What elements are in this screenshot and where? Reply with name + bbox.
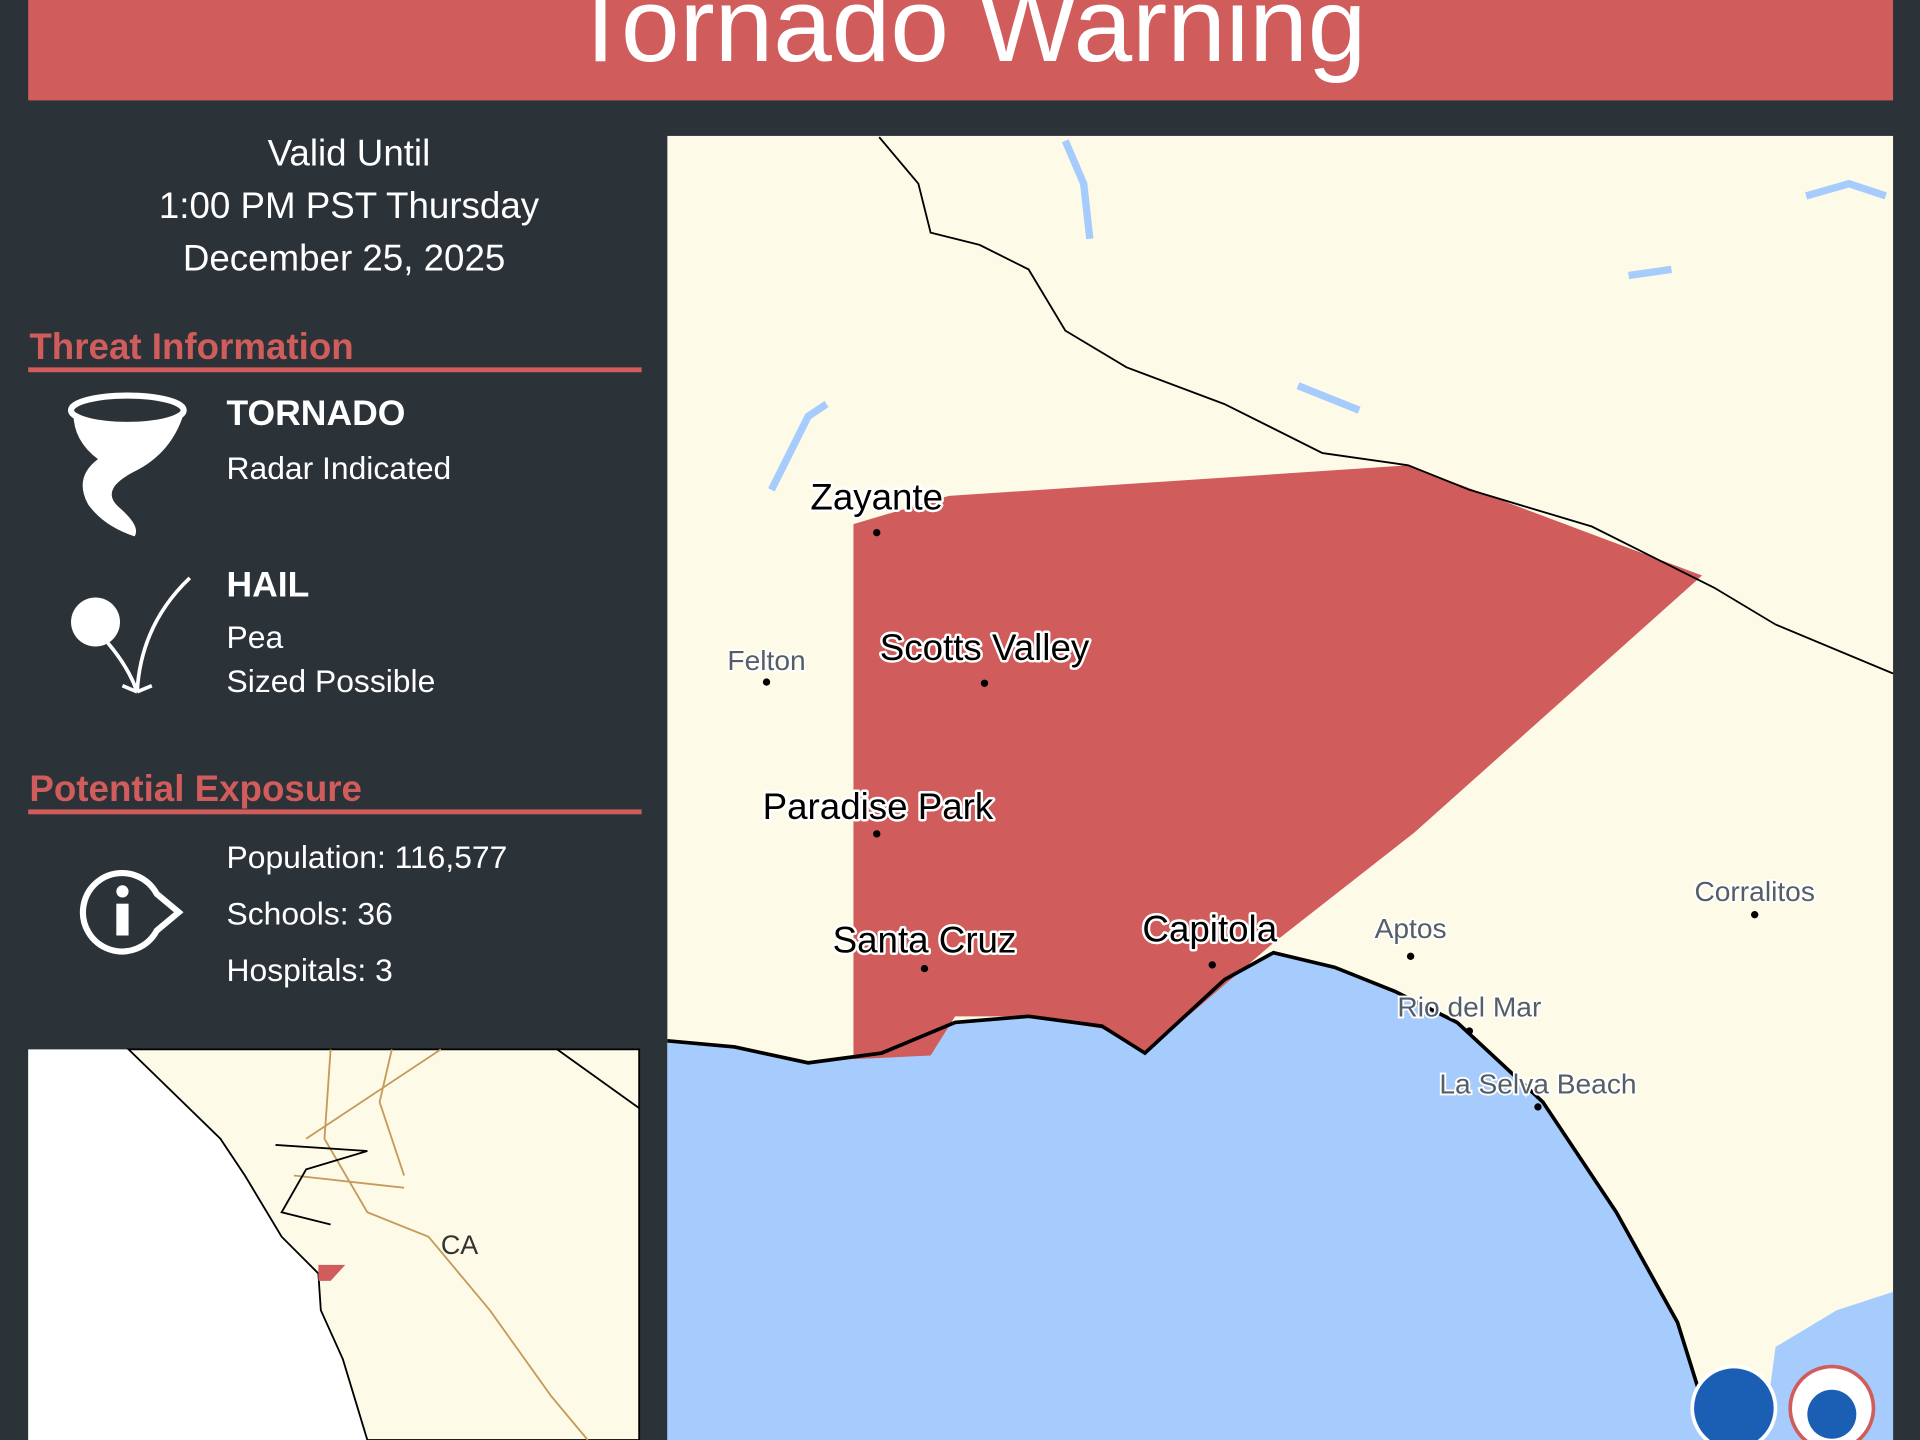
city-label: Santa Cruz <box>833 920 1017 961</box>
section-heading: Threat Information <box>29 326 353 367</box>
warning-polygon <box>853 465 1703 1060</box>
hail-icon <box>71 576 192 694</box>
town-label: La Selva Beach <box>1439 1068 1636 1099</box>
divider <box>28 809 642 815</box>
tornado-icon <box>67 392 187 537</box>
threat-detail: Pea <box>227 619 284 655</box>
inset-map: CA <box>28 1048 641 1440</box>
exposure-item: Schools: 36 <box>227 895 393 931</box>
threat-detail: Sized Possible <box>227 663 436 699</box>
divider <box>28 367 642 373</box>
info-icon <box>79 869 184 955</box>
city-label: Capitola <box>1142 909 1277 950</box>
threat-name: HAIL <box>227 564 310 604</box>
threat-name: TORNADO <box>227 393 406 433</box>
town-label: Corralitos <box>1694 876 1814 907</box>
valid-time: 1:00 PM PST Thursday <box>159 185 540 226</box>
city-label: Zayante <box>810 476 943 517</box>
section-heading: Potential Exposure <box>29 768 362 809</box>
city-label: Scotts Valley <box>880 627 1090 668</box>
title: Tornado Warning <box>568 0 1366 84</box>
agency-logos <box>1690 1364 1876 1440</box>
title-bar <box>28 0 1894 101</box>
inset-label: CA <box>441 1230 478 1260</box>
exposure-item: Population: 116,577 <box>227 839 508 875</box>
town-label: Aptos <box>1375 913 1447 944</box>
valid-date: December 25, 2025 <box>183 238 506 279</box>
town-label: Felton <box>727 645 805 676</box>
exposure-item: Hospitals: 3 <box>227 952 393 988</box>
city-label: Paradise Park <box>763 786 994 827</box>
town-label: Rio del Mar <box>1397 991 1541 1022</box>
valid-label: Valid Until <box>268 132 431 173</box>
main-map: Zayante Scotts Valley Paradise Park Sant… <box>667 135 1894 1440</box>
threat-detail: Radar Indicated <box>227 450 452 486</box>
